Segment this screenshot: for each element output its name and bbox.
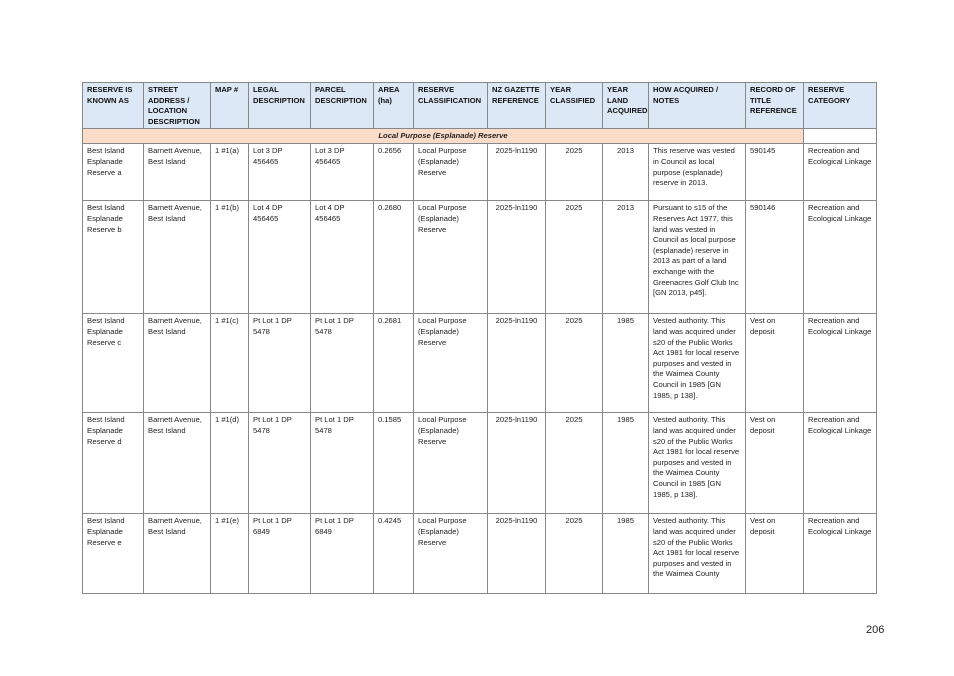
table-cell: Vest on deposit <box>745 412 804 515</box>
table-cell: Recreation and Ecological Linkage <box>803 143 877 202</box>
table-cell: 1 #1(a) <box>210 143 249 202</box>
table-cell: Best Island Esplanade Reserve e <box>82 513 144 595</box>
table-cell: 2025 <box>545 200 603 315</box>
table-cell: Barnett Avenue, Best Island <box>143 513 211 595</box>
table-cell: 2013 <box>602 143 649 202</box>
table-cell: 1 #1(e) <box>210 513 249 595</box>
table-cell: Pt Lot 1 DP 5478 <box>310 313 374 414</box>
section-row: Local Purpose (Esplanade) Reserve <box>82 128 877 145</box>
column-header: MAP # <box>210 81 249 130</box>
table-cell: 2025 <box>545 313 603 414</box>
table-cell: 1985 <box>602 313 649 414</box>
table-cell: Lot 3 DP 456465 <box>248 143 311 202</box>
table-cell: Recreation and Ecological Linkage <box>803 513 877 595</box>
table-cell: 0.2681 <box>373 313 414 414</box>
table-cell: Pt Lot 1 DP 6849 <box>248 513 311 595</box>
column-header: RESERVE CATEGORY <box>803 81 877 130</box>
page-number: 206 <box>866 624 885 636</box>
table-cell: 0.4245 <box>373 513 414 595</box>
table-cell: Local Purpose (Esplanade) Reserve <box>413 513 488 595</box>
table-cell: 0.2680 <box>373 200 414 315</box>
table-cell: 1 #1(c) <box>210 313 249 414</box>
table-row: Best Island Esplanade Reserve b Barnett A… <box>82 200 877 315</box>
column-header: RECORD OF TITLE REFERENCE <box>745 81 804 130</box>
table-cell: 590145 <box>745 143 804 202</box>
table-row: Best Island Esplanade Reserve d Barnett A… <box>82 412 877 515</box>
table-cell: Local Purpose (Esplanade) Reserve <box>413 313 488 414</box>
table-cell: 2025-ln1190 <box>487 513 546 595</box>
table-cell: Pursuant to s15 of the Reserves Act 1977… <box>648 200 746 315</box>
table-cell: Barnett Avenue, Best Island <box>143 313 211 414</box>
table-cell: Recreation and Ecological Linkage <box>803 313 877 414</box>
table-cell: Recreation and Ecological Linkage <box>803 200 877 315</box>
table-cell: Pt Lot 1 DP 5478 <box>248 313 311 414</box>
table-cell: Pt Lot 1 DP 5478 <box>248 412 311 515</box>
table-cell: 0.1585 <box>373 412 414 515</box>
table-cell: Best Island Esplanade Reserve a <box>82 143 144 202</box>
table-cell: Local Purpose (Esplanade) Reserve <box>413 412 488 515</box>
table-cell: Best Island Esplanade Reserve d <box>82 412 144 515</box>
section-title: Local Purpose (Esplanade) Reserve <box>82 128 804 145</box>
table-cell: Barnett Avenue, Best Island <box>143 200 211 315</box>
table-cell: Best Island Esplanade Reserve c <box>82 313 144 414</box>
section-blank-cell <box>803 128 877 145</box>
table-cell: Vested authority. This land was acquired… <box>648 513 746 595</box>
table-row: Best Island Esplanade Reserve e Barnett A… <box>82 513 877 595</box>
table-row: Best Island Esplanade Reserve c Barnett A… <box>82 313 877 414</box>
reserves-table: RESERVE IS KNOWN AS STREET ADDRESS / LOCA… <box>82 81 877 595</box>
table-cell: This reserve was vested in Council as lo… <box>648 143 746 202</box>
column-header: LEGAL DESCRIPTION <box>248 81 311 130</box>
table-cell: Vested authority. This land was acquired… <box>648 412 746 515</box>
table-cell: Vest on deposit <box>745 513 804 595</box>
table-cell: Best Island Esplanade Reserve b <box>82 200 144 315</box>
table-cell: 1 #1(b) <box>210 200 249 315</box>
table-cell: Lot 4 DP 456465 <box>310 200 374 315</box>
table-cell: 2025 <box>545 143 603 202</box>
column-header: PARCEL DESCRIPTION <box>310 81 374 130</box>
column-header: YEAR LAND ACQUIRED <box>602 81 649 130</box>
table-cell: Lot 4 DP 456465 <box>248 200 311 315</box>
table-cell: 1 #1(d) <box>210 412 249 515</box>
table-cell: 1985 <box>602 513 649 595</box>
table-cell: Recreation and Ecological Linkage <box>803 412 877 515</box>
column-header: RESERVE CLASSIFICATION <box>413 81 488 130</box>
table-cell: Barnett Avenue, Best Island <box>143 412 211 515</box>
table-cell: 0.2656 <box>373 143 414 202</box>
column-header: STREET ADDRESS / LOCATION DESCRIPTION <box>143 81 211 130</box>
table-cell: Barnett Avenue, Best Island <box>143 143 211 202</box>
table-cell: Local Purpose (Esplanade) Reserve <box>413 143 488 202</box>
table-cell: Lot 3 DP 456465 <box>310 143 374 202</box>
table-row: Best Island Esplanade Reserve a Barnett A… <box>82 143 877 202</box>
column-header: AREA (ha) <box>373 81 414 130</box>
table-cell: 2013 <box>602 200 649 315</box>
table-cell: 2025 <box>545 412 603 515</box>
table-cell: 2025 <box>545 513 603 595</box>
table-cell: 2025-ln1190 <box>487 200 546 315</box>
table-cell: Pt Lot 1 DP 6849 <box>310 513 374 595</box>
table-cell: 1985 <box>602 412 649 515</box>
table-cell: Vest on deposit <box>745 313 804 414</box>
table-cell: Local Purpose (Esplanade) Reserve <box>413 200 488 315</box>
table-cell: 2025-ln1190 <box>487 412 546 515</box>
column-header: YEAR CLASSIFIED <box>545 81 603 130</box>
column-header: RESERVE IS KNOWN AS <box>82 81 144 130</box>
table-cell: 2025-ln1190 <box>487 313 546 414</box>
column-header: HOW ACQUIRED / NOTES <box>648 81 746 130</box>
column-header: NZ GAZETTE REFERENCE <box>487 81 546 130</box>
table-cell: Vested authority. This land was acquired… <box>648 313 746 414</box>
table-cell: 2025-ln1190 <box>487 143 546 202</box>
table-cell: 590146 <box>745 200 804 315</box>
table-cell: Pt Lot 1 DP 5478 <box>310 412 374 515</box>
header-row: RESERVE IS KNOWN AS STREET ADDRESS / LOCA… <box>82 81 877 130</box>
